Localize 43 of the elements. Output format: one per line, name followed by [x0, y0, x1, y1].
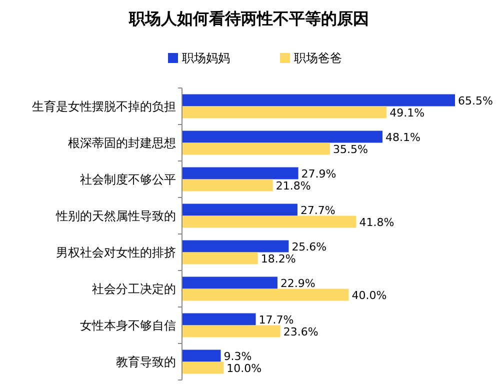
data-label: 23.6% [283, 325, 318, 338]
data-label: 18.2% [260, 252, 296, 266]
data-label: 48.1% [385, 130, 420, 144]
data-label: 41.8% [359, 216, 394, 229]
y-tick-label: 男权社会对女性的排挤 [56, 245, 176, 260]
bar [182, 325, 280, 338]
y-tick-label: 女性本身不够自信 [80, 318, 176, 332]
legend-label: 职场爸爸 [294, 51, 342, 65]
legend-label: 职场妈妈 [182, 51, 230, 65]
bar [182, 288, 349, 301]
chart-title: 职场人如何看待两性不平等的原因 [128, 9, 369, 28]
bar [182, 94, 455, 106]
y-tick-label: 根深蒂固的封建思想 [68, 136, 176, 150]
data-label: 9.3% [224, 350, 252, 363]
bar [182, 167, 298, 180]
bar [182, 350, 221, 362]
data-label: 27.7% [300, 204, 336, 217]
y-tick-label: 性别的天然属性导致的 [55, 208, 176, 223]
data-label: 27.9% [301, 167, 336, 180]
bar [182, 240, 289, 252]
y-tick-label: 生育是女性摆脱不掉的负担 [32, 99, 176, 114]
data-label: 17.7% [258, 313, 294, 326]
data-label: 21.8% [276, 179, 311, 192]
bar [182, 130, 382, 143]
bar [182, 204, 298, 216]
y-tick-label: 教育导致的 [116, 354, 176, 369]
bar [182, 252, 258, 264]
bar [182, 142, 330, 155]
y-tick-label: 社会制度不够公平 [80, 172, 176, 186]
bar [182, 313, 256, 326]
data-label: 40.0% [352, 288, 387, 302]
bar [182, 216, 356, 228]
bar [182, 106, 387, 118]
data-label: 35.5% [332, 142, 368, 156]
bar [182, 276, 278, 289]
bar [182, 362, 224, 374]
bar [182, 179, 273, 192]
data-label: 25.6% [292, 240, 327, 254]
data-label: 49.1% [390, 106, 425, 120]
data-label: 22.9% [280, 276, 316, 290]
y-tick-label: 社会分工决定的 [92, 282, 176, 296]
data-label: 10.0% [226, 362, 262, 375]
data-label: 65.5% [458, 94, 493, 108]
